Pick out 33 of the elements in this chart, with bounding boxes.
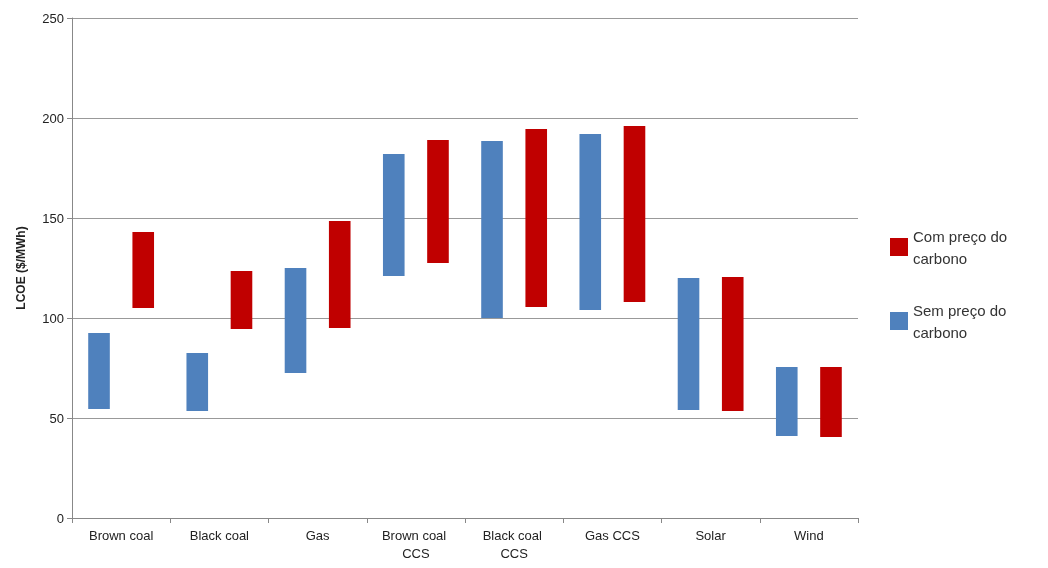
x-tick-label: Black coal CCS [482, 527, 546, 561]
bar [427, 140, 449, 263]
bar [132, 232, 155, 308]
y-tick-label: 50 [49, 410, 64, 426]
bar [820, 367, 842, 437]
y-tick-label: 250 [42, 10, 64, 26]
bar [579, 134, 602, 310]
y-tick-label: 200 [42, 110, 64, 126]
bar [382, 154, 405, 276]
legend-label: Com preço do carbono [913, 227, 1012, 267]
legend-label: Sem preço do carbono [913, 301, 1011, 341]
bar [284, 268, 307, 373]
x-tick-label: Black coal [189, 527, 250, 543]
bar [328, 221, 351, 328]
y-tick-label: 0 [56, 510, 64, 526]
x-tick-label: Brown coal CCS [381, 527, 450, 561]
y-tick-label: 100 [42, 310, 64, 326]
y-axis-title: LCOE ($/MWh) [14, 226, 28, 310]
bar [186, 353, 209, 411]
x-tick-label: Brown coal [88, 527, 154, 543]
bar [88, 333, 110, 409]
y-tick-label: 150 [42, 210, 64, 226]
bar [623, 126, 646, 302]
x-tick-label: Gas [305, 527, 331, 543]
bar [481, 141, 503, 318]
x-tick-label: Solar [695, 527, 727, 543]
bar [525, 129, 548, 307]
x-tick-label: Gas CCS [584, 527, 641, 543]
x-tick-label: Wind [794, 527, 824, 543]
bar [721, 277, 744, 411]
bar [677, 278, 700, 410]
bar [230, 271, 253, 329]
bar [775, 367, 798, 436]
